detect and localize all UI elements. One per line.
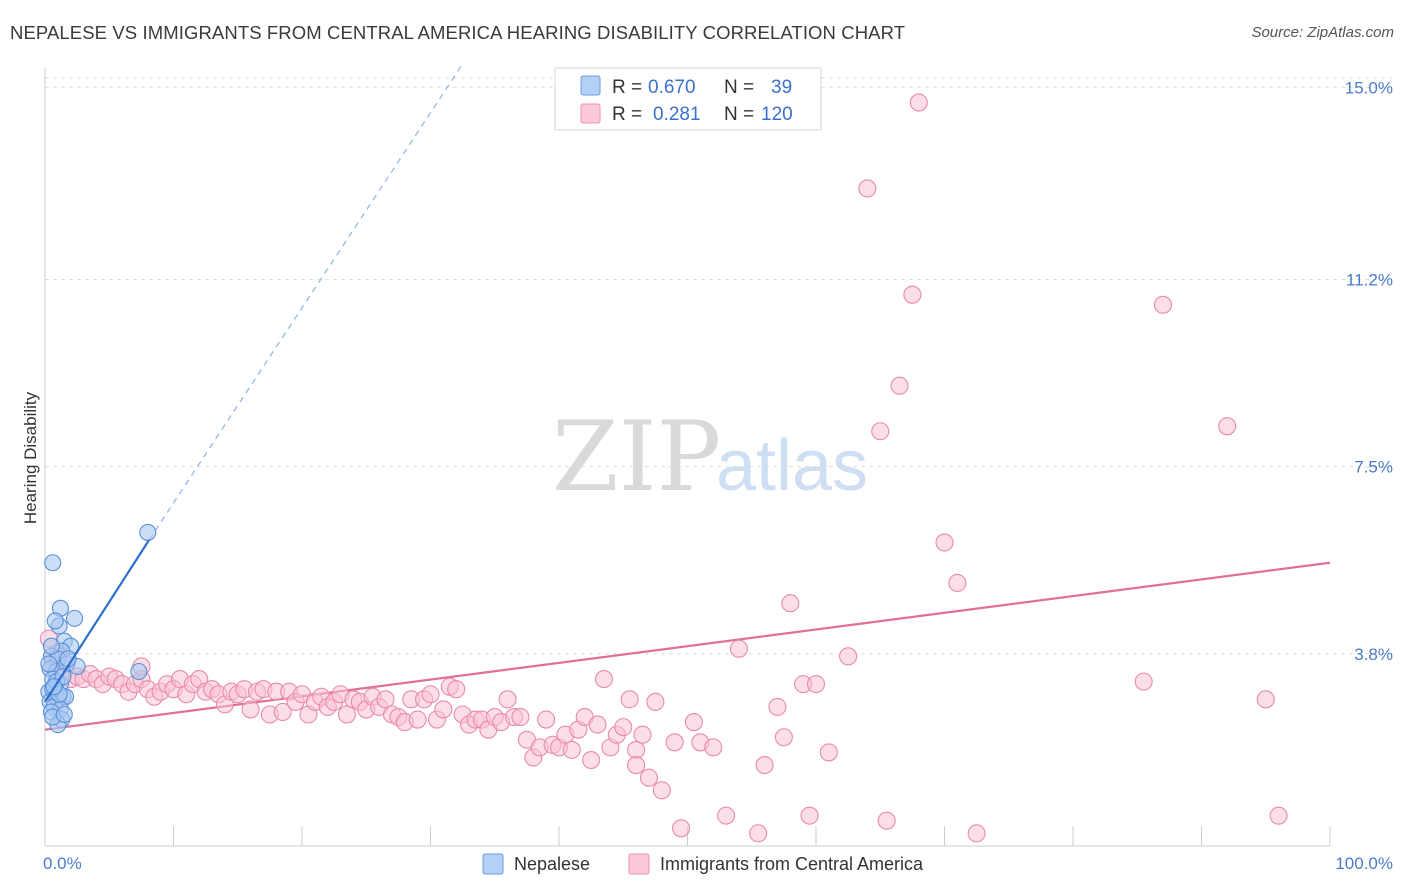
central-america-point [1256,690,1275,709]
watermark: ZIP atlas [552,401,868,513]
central-america-point [273,702,292,722]
trend-line-nepalese-extension [148,61,465,541]
watermark-zip: ZIP [552,401,721,513]
nepalese-point [130,662,148,681]
central-america-point [614,718,633,737]
central-america-point [768,697,787,716]
series-nepalese-points [40,523,157,734]
central-america-point [562,740,581,759]
central-america-point [704,738,723,757]
central-america-point [967,824,986,843]
central-america-point [800,806,819,825]
source-note: Source: ZipAtlas.com [1251,24,1394,41]
trend-line-central-america [44,561,1331,731]
central-america-point [1269,806,1288,825]
central-america-point [408,710,427,729]
central-america-point [633,725,652,744]
central-america-point [652,781,671,800]
central-america-point [421,685,440,704]
central-america-point [903,285,922,304]
y-tick-labels: 3.8% 7.5% 11.2% 15.0% [1345,78,1393,664]
y-tick-label: 11.2% [1346,270,1393,289]
central-america-point [1134,672,1153,691]
central-america-point [627,756,646,775]
nepalese-point [42,637,60,655]
x-tick-label-min: 0.0% [43,854,82,873]
central-america-point [755,756,774,775]
nepalese-point [139,523,157,541]
central-america-point [665,733,684,752]
central-america-point [582,750,601,770]
central-america-point [447,680,466,699]
central-america-point [871,422,890,441]
central-america-point [537,710,556,729]
nepalese-point [55,705,73,724]
central-america-point [819,743,838,762]
central-america-point [627,740,646,759]
central-america-point [646,692,665,711]
central-america-point [890,376,909,395]
grid-lines [45,77,1392,655]
central-america-point [858,179,877,198]
central-america-point [909,93,928,112]
central-america-point [877,811,896,830]
x-tick-label-max: 100.0% [1335,854,1393,873]
central-america-point [672,819,691,838]
x-tick-labels: 0.0% 100.0% [43,854,1393,873]
legend-n-value-1: 39 [771,77,792,98]
central-america-point [729,639,748,658]
legend-r-value-1: 0.670 [648,77,696,98]
bottom-legend-swatch-nepalese [482,853,504,875]
nepalese-point [40,655,58,673]
central-america-point [498,690,517,709]
central-america-point [716,806,736,825]
central-america-point [337,705,357,724]
central-america-point [806,675,826,694]
central-america-point [1153,295,1172,314]
trend-line-nepalese [44,539,151,703]
central-america-point [948,573,967,593]
nepalese-point [66,609,84,627]
series-legend: Nepalese Immigrants from Central America [482,853,924,875]
legend-n-label-2: N = [724,104,754,125]
central-america-point [774,728,793,747]
legend-r-value-2: 0.281 [653,104,701,125]
central-america-point [684,713,703,732]
legend-n-value-2: 120 [761,104,793,125]
central-america-point [434,700,453,719]
central-america-point [588,715,607,734]
bottom-legend-nepalese: Nepalese [514,854,590,874]
legend-r-label-2: R = [612,104,642,125]
legend-swatch-nepalese [580,75,601,96]
legend-swatch-central-america [580,103,601,124]
central-america-point [620,690,639,709]
chart-title: NEPALESE VS IMMIGRANTS FROM CENTRAL AMER… [10,22,906,43]
y-tick-label: 7.5% [1354,458,1393,477]
y-tick-label: 3.8% [1354,645,1393,664]
central-america-point [511,707,530,727]
nepalese-point [44,554,62,572]
central-america-point [376,690,395,709]
central-america-point [781,594,800,613]
y-axis-label: Hearing Disability [21,391,40,524]
central-america-point [594,670,614,689]
central-america-point [935,533,954,552]
bottom-legend-central-america: Immigrants from Central America [660,854,924,874]
watermark-atlas: atlas [716,426,868,506]
central-america-point [1218,417,1237,436]
trend-lines [44,61,1331,731]
correlation-legend: R = 0.670 N = 39 R = 0.281 N = 120 [554,67,822,131]
central-america-point [749,824,768,843]
central-america-point [639,768,659,787]
legend-r-label-1: R = [612,77,642,98]
legend-n-label-1: N = [724,77,754,98]
y-tick-label: 15.0% [1345,78,1393,97]
central-america-point [839,647,858,666]
nepalese-point [46,612,64,630]
central-america-point [241,700,260,719]
bottom-legend-swatch-central-america [628,853,650,875]
